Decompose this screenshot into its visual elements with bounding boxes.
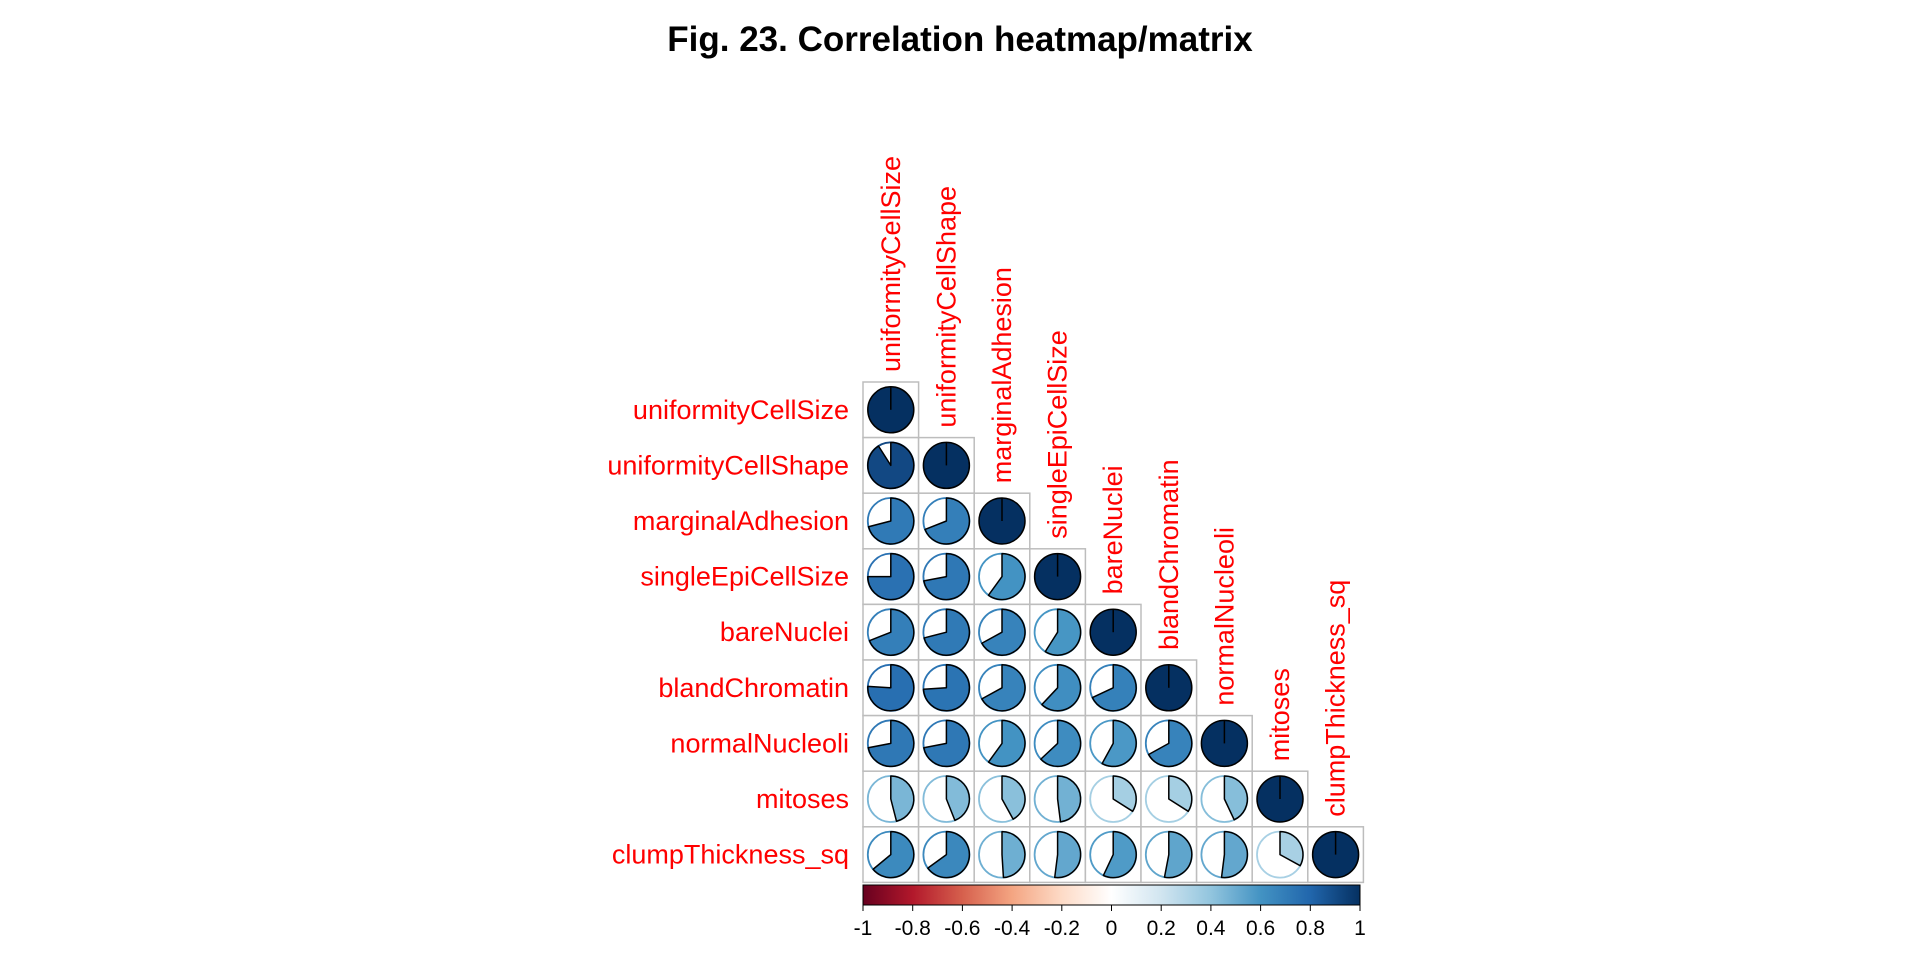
pie-slice xyxy=(867,441,915,490)
pie-slice xyxy=(872,830,915,879)
pie-slice xyxy=(1053,830,1082,879)
row-label: marginalAdhesion xyxy=(633,506,849,536)
pie-slice xyxy=(923,552,971,601)
colorbar-tick-label: -0.4 xyxy=(994,917,1031,940)
row-label: mitoses xyxy=(756,784,849,814)
pie-slice xyxy=(927,830,971,879)
pie-slice xyxy=(1102,830,1137,879)
pie-slice xyxy=(867,719,915,768)
column-label: mitoses xyxy=(1265,668,1295,761)
row-label: singleEpiCellSize xyxy=(640,562,849,592)
chart-title: Fig. 23. Correlation heatmap/matrix xyxy=(667,20,1253,59)
row-label: uniformityCellSize xyxy=(633,395,849,425)
pie-slice xyxy=(1040,719,1082,768)
pie-slice xyxy=(1056,775,1082,823)
pie-slice xyxy=(1101,719,1137,768)
column-label: marginalAdhesion xyxy=(987,267,1017,483)
pie-slice xyxy=(1044,608,1082,656)
column-label: uniformityCellShape xyxy=(931,186,961,428)
colorbar-tick-label: 1 xyxy=(1354,917,1366,940)
pie-slice xyxy=(924,497,971,545)
colorbar-tick-label: -0.6 xyxy=(944,917,980,940)
pie-slice xyxy=(867,664,915,712)
column-label: uniformityCellSize xyxy=(876,156,906,372)
colorbar-tick-label: -0.8 xyxy=(895,917,931,940)
pie-slice xyxy=(890,775,915,823)
pie-slice xyxy=(923,608,971,656)
pie-slice xyxy=(868,608,915,656)
pie-slice xyxy=(1163,830,1193,879)
pie-slice xyxy=(867,497,915,545)
column-label: bareNuclei xyxy=(1098,465,1128,594)
row-label: blandChromatin xyxy=(658,673,849,703)
pie-slice xyxy=(1112,775,1137,813)
row-label: bareNuclei xyxy=(720,617,849,647)
column-label: clumpThickness_sq xyxy=(1321,580,1351,817)
column-label: normalNucleoli xyxy=(1209,527,1239,706)
pie-slice xyxy=(1168,775,1193,813)
pie-slice xyxy=(922,664,971,712)
pie-slice xyxy=(1220,830,1249,879)
row-label: normalNucleoli xyxy=(670,728,849,758)
colorbar-tick-label: 0.2 xyxy=(1147,917,1176,940)
row-label: uniformityCellShape xyxy=(607,450,849,480)
pie-slice xyxy=(1279,830,1304,867)
pie-slice xyxy=(867,552,915,601)
colorbar xyxy=(862,884,1361,906)
colorbar-tick-label: 0.6 xyxy=(1246,917,1275,940)
pie-slice xyxy=(1041,664,1082,712)
pie-slice xyxy=(1223,775,1249,821)
colorbar-tick-label: 0.4 xyxy=(1196,917,1226,940)
pie-slice xyxy=(1147,719,1193,768)
pie-slice xyxy=(987,552,1026,601)
colorbar-tick-label: 0.8 xyxy=(1296,917,1325,940)
pie-slice xyxy=(981,664,1026,712)
colorbar-tick-label: -1 xyxy=(854,917,873,940)
column-label: singleEpiCellSize xyxy=(1043,330,1073,539)
pie-slice xyxy=(987,719,1026,768)
pie-slice xyxy=(923,719,971,768)
colorbar-tick-label: 0 xyxy=(1106,917,1118,940)
pie-slice xyxy=(945,775,971,822)
pie-slice xyxy=(981,608,1026,656)
row-label: clumpThickness_sq xyxy=(612,840,849,870)
pie-slice xyxy=(1001,830,1026,879)
pie-slice xyxy=(1091,664,1137,712)
column-label: blandChromatin xyxy=(1154,459,1184,650)
colorbar-tick-label: -0.2 xyxy=(1044,917,1080,940)
pie-slice xyxy=(1001,775,1026,820)
